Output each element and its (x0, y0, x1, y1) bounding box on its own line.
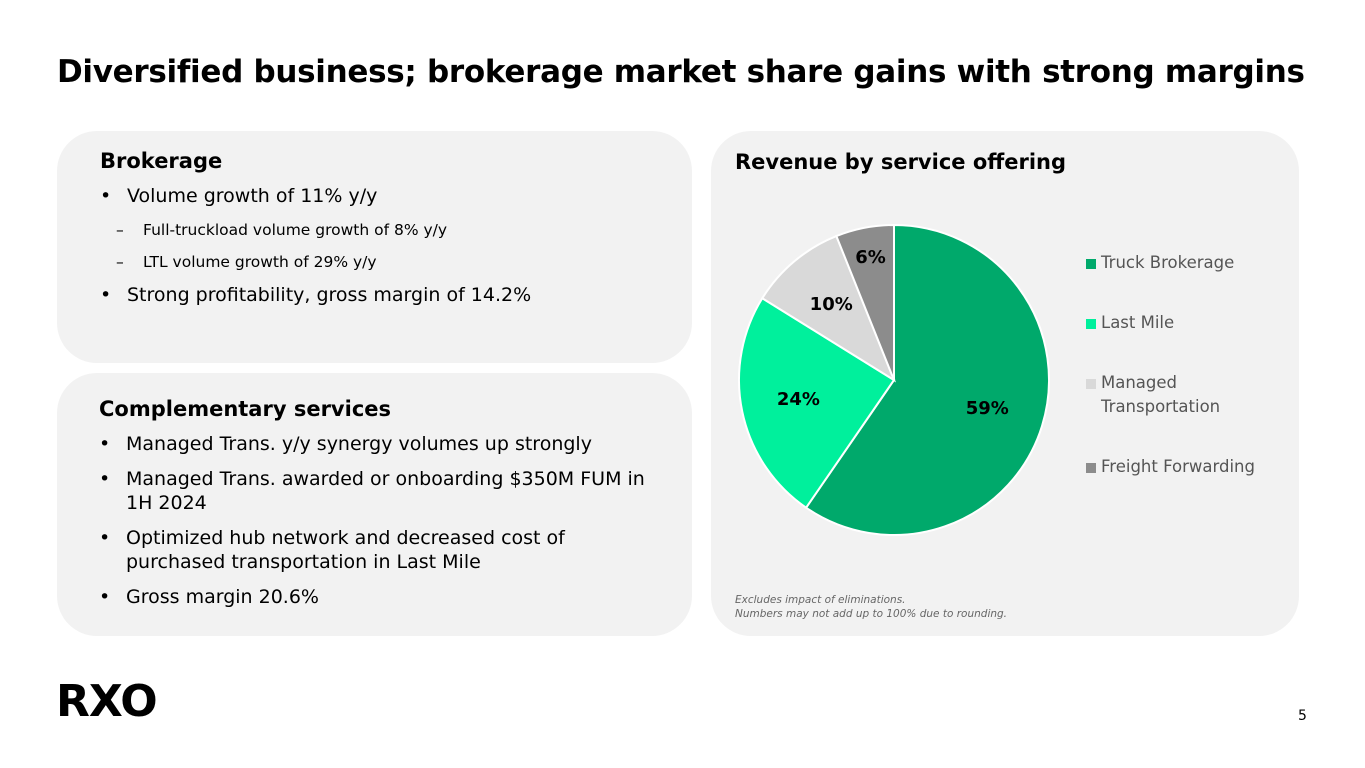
bullet: Managed Trans. y/y synergy volumes up st… (99, 432, 659, 456)
legend-entry: Freight Forwarding (1086, 455, 1271, 479)
legend-entry: Managed Transportation (1086, 371, 1271, 419)
pie: 59% 24% 10% 6% (738, 223, 1050, 536)
legend-entry: Last Mile (1086, 311, 1271, 335)
pie-slice (804, 223, 1050, 536)
page-number: 5 (1298, 708, 1307, 724)
data-label: 59% (966, 398, 1009, 419)
legend-entry: Truck Brokerage (1086, 251, 1271, 275)
legend: Truck Brokerage Last Mile Managed Transpor… (1086, 251, 1271, 515)
sub-bullet: LTL volume growth of 29% y/y (100, 252, 680, 272)
bullet: Optimized hub network and decreased cost… (99, 526, 659, 574)
pie-slice (738, 296, 896, 510)
note-line: Numbers may not add up to 100% due to ro… (735, 608, 1008, 620)
logo: RXO (56, 676, 158, 727)
bullet: Gross margin 20.6% (99, 585, 659, 609)
bullet-list: Volume growth of 11% y/y Full-truckload … (100, 184, 680, 307)
legend-label: Last Mile (1101, 313, 1175, 332)
brokerage-panel: Brokerage Volume growth of 11% y/y Full-… (57, 131, 692, 363)
pie-slice (760, 234, 897, 383)
bullet-list: Managed Trans. y/y synergy volumes up st… (99, 432, 659, 609)
complementary-panel: Complementary services Managed Trans. y/… (57, 373, 692, 636)
chart-title: Revenue by service offering (735, 150, 1066, 174)
data-label: 10% (810, 294, 853, 315)
legend-swatch (1086, 379, 1096, 389)
legend-swatch (1086, 319, 1096, 329)
bullet: Managed Trans. awarded or onboarding $35… (99, 467, 659, 515)
slide-title: Diversified business; brokerage market s… (57, 54, 1305, 90)
bullet: Volume growth of 11% y/y Full-truckload … (100, 184, 680, 272)
legend-label: Truck Brokerage (1101, 253, 1235, 272)
note-line: Excludes impact of eliminations. (735, 594, 906, 606)
pie-slice (835, 223, 895, 381)
data-label: 6% (855, 247, 886, 268)
bullet-text: Volume growth of 11% y/y (127, 185, 378, 207)
sub-bullet: Full-truckload volume growth of 8% y/y (100, 220, 680, 240)
chart-note: Excludes impact of eliminations. Numbers… (735, 593, 1007, 621)
legend-label: Managed Transportation (1101, 373, 1221, 416)
legend-swatch (1086, 463, 1096, 473)
bullet: Strong profitability, gross margin of 14… (100, 283, 680, 307)
legend-swatch (1086, 259, 1096, 269)
legend-label: Freight Forwarding (1101, 457, 1255, 476)
data-label: 24% (777, 389, 820, 410)
panel-heading: Complementary services (99, 397, 392, 421)
panel-heading: Brokerage (100, 149, 223, 173)
